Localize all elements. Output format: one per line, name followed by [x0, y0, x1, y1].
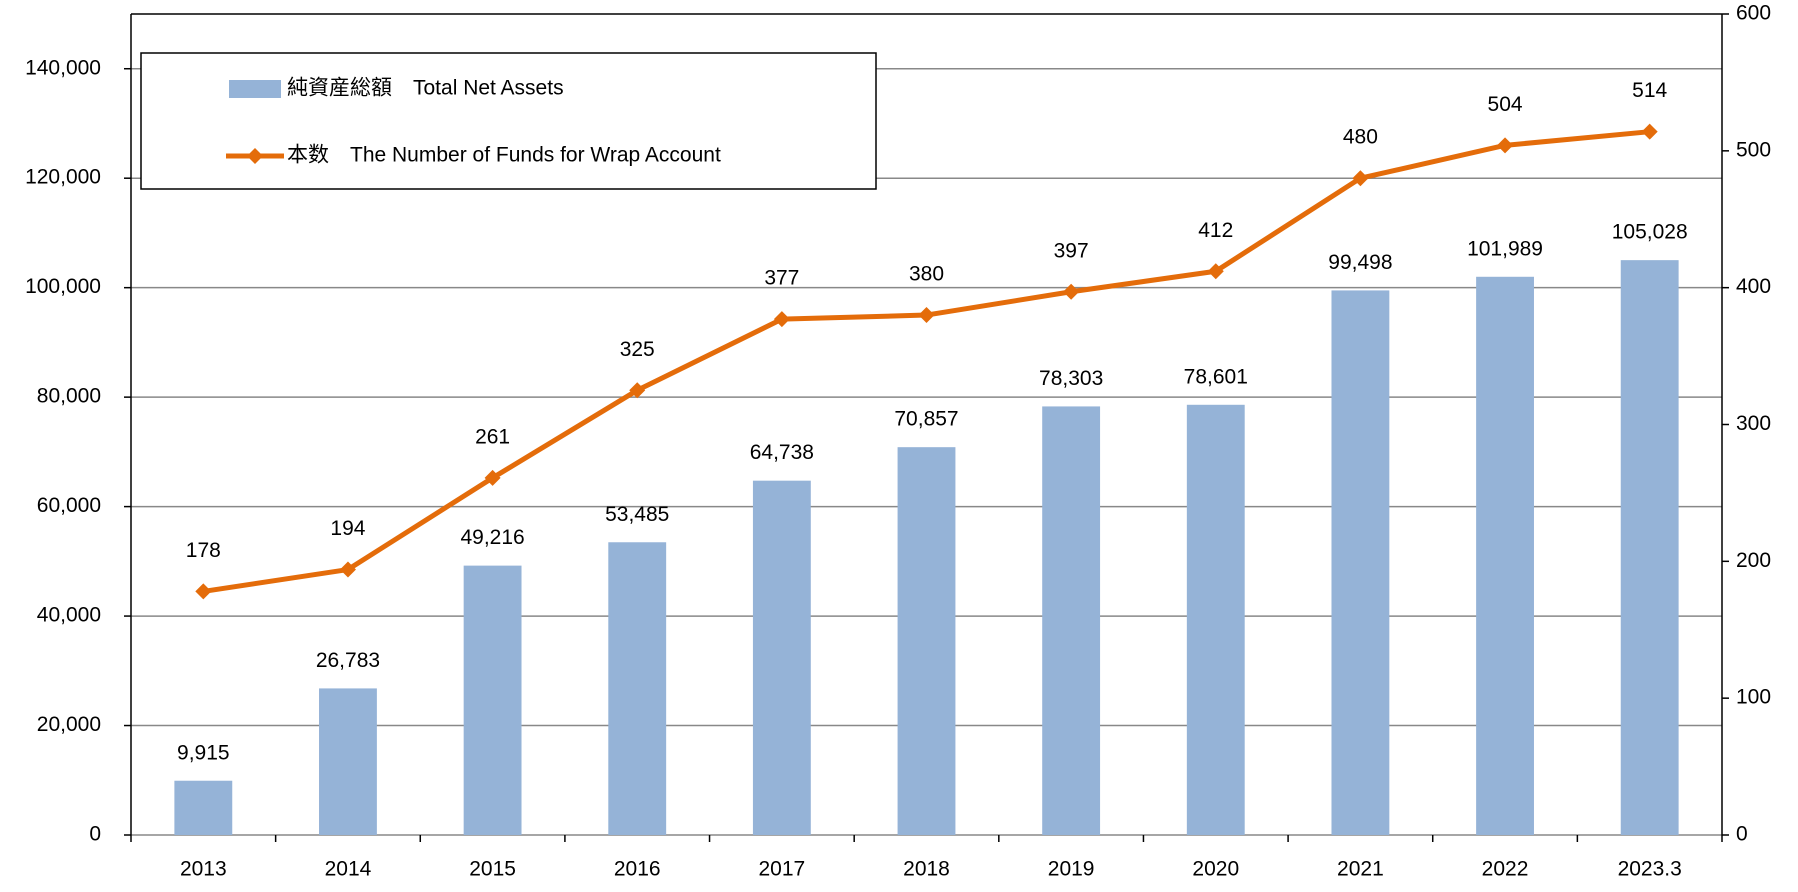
x-tick-label: 2022	[1482, 858, 1529, 881]
x-tick-label: 2020	[1192, 858, 1239, 881]
bar	[174, 780, 233, 835]
bar	[1186, 404, 1245, 835]
legend: 純資産総額 Total Net Assets 本数 The Number of …	[140, 52, 877, 190]
marker	[1497, 137, 1514, 154]
y2-tick-label: 500	[1736, 138, 1771, 161]
marker	[918, 307, 935, 324]
bar-value-label: 53,485	[605, 503, 669, 526]
marker	[1063, 283, 1080, 300]
y-tick-label: 40,000	[37, 604, 101, 627]
line-value-label: 412	[1198, 219, 1233, 242]
line-value-label: 178	[186, 539, 221, 562]
bar	[608, 542, 667, 835]
x-tick-label: 2013	[180, 858, 227, 881]
line-value-label: 480	[1343, 126, 1378, 149]
marker	[1207, 263, 1224, 280]
y-tick-label: 60,000	[37, 494, 101, 517]
plot-area: 0 20,000 40,000 60,000 80,000 100,000 120,000 1…	[25, 2, 1771, 881]
marker	[339, 561, 356, 578]
y-tick-label: 100,000	[25, 275, 101, 298]
y2-tick-label: 300	[1736, 412, 1771, 435]
y-tick-label: 140,000	[25, 56, 101, 79]
line-value-label: 514	[1632, 79, 1667, 102]
marker	[1352, 170, 1369, 187]
y-tick-label: 120,000	[25, 166, 101, 189]
line-value-label: 380	[909, 263, 944, 286]
bar-value-label: 78,303	[1039, 367, 1103, 390]
y2-tick-label: 0	[1736, 823, 1748, 846]
bar-value-label: 105,028	[1612, 221, 1688, 244]
bar	[752, 480, 811, 835]
bar-value-label: 78,601	[1184, 365, 1248, 388]
x-tick-label: 2015	[469, 858, 516, 881]
bar	[463, 565, 522, 835]
line-value-label: 377	[764, 267, 799, 290]
marker	[484, 469, 501, 486]
bar-value-label: 9,915	[177, 741, 230, 764]
x-tick-label: 2021	[1337, 858, 1384, 881]
bar	[897, 447, 956, 835]
y-tick-label: 0	[89, 823, 101, 846]
marker	[773, 311, 790, 328]
y2-tick-label: 200	[1736, 549, 1771, 572]
y2-tick-label: 600	[1736, 2, 1771, 25]
x-tick-label: 2014	[325, 858, 372, 881]
legend-swatch	[247, 148, 263, 164]
legend-label: 純資産総額 Total Net Assets	[287, 77, 564, 100]
x-tick-label: 2017	[759, 858, 806, 881]
x-tick-label: 2019	[1048, 858, 1095, 881]
bar	[1042, 406, 1101, 835]
legend-label: 本数 The Number of Funds for Wrap Account	[287, 144, 721, 167]
y-tick-label: 80,000	[37, 385, 101, 408]
line-value-label: 261	[475, 425, 510, 448]
x-tick-label: 2018	[903, 858, 950, 881]
x-tick-label: 2016	[614, 858, 661, 881]
legend-swatch	[229, 80, 281, 98]
line-value-label: 504	[1488, 93, 1523, 116]
line-value-label: 397	[1054, 239, 1089, 262]
y2-tick-label: 100	[1736, 686, 1771, 709]
marker	[1641, 123, 1658, 140]
marker	[195, 583, 212, 600]
bar-value-label: 101,989	[1467, 237, 1543, 260]
x-tick-label: 2023.3	[1618, 858, 1682, 881]
bar	[1331, 290, 1390, 835]
bar-value-label: 26,783	[316, 649, 380, 672]
line-value-label: 194	[330, 517, 365, 540]
bar	[319, 688, 377, 835]
bar-value-label: 64,738	[750, 441, 814, 464]
bar	[1620, 260, 1679, 836]
marker	[629, 382, 646, 399]
bar-value-label: 99,498	[1328, 251, 1392, 274]
line-value-label: 325	[620, 338, 655, 361]
bar-value-label: 70,857	[894, 408, 958, 431]
bar	[1476, 276, 1534, 835]
bar-value-label: 49,216	[460, 526, 524, 549]
y2-tick-label: 400	[1736, 275, 1771, 298]
y-tick-label: 20,000	[37, 713, 101, 736]
legend-box	[140, 52, 877, 190]
